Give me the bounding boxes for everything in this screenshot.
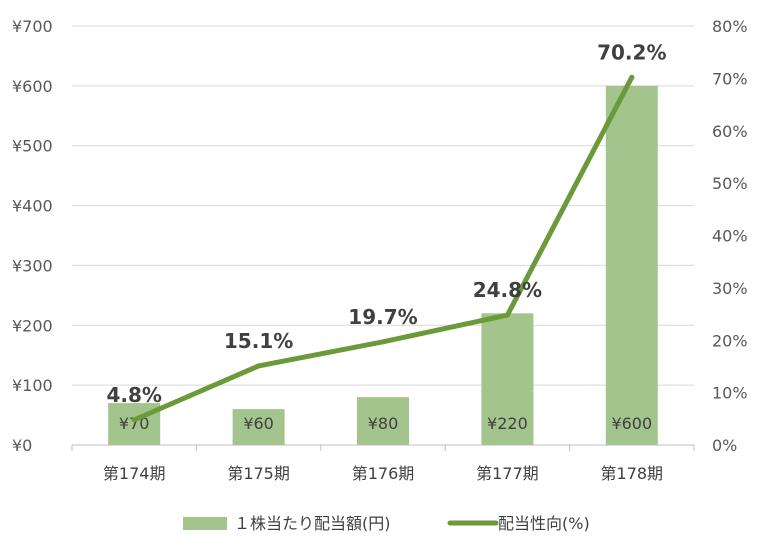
bar [357, 397, 409, 445]
x-category-label: 第176期 [352, 464, 415, 483]
y-left-tick-label: ¥400 [12, 197, 53, 216]
bar-data-label: ¥220 [487, 414, 528, 433]
y-right-tick-label: 70% [712, 69, 748, 88]
legend-label-line: 配当性向(%) [498, 514, 590, 533]
line-data-label: 15.1% [224, 329, 293, 353]
y-left-tick-label: ¥600 [12, 77, 53, 96]
line-data-label: 4.8% [106, 383, 161, 407]
y-right-tick-label: 30% [712, 279, 748, 298]
bar-data-label: ¥60 [243, 414, 274, 433]
y-left-tick-label: ¥100 [12, 376, 53, 395]
line-point [131, 417, 137, 423]
y-left-tick-label: ¥0 [12, 436, 32, 455]
line-point [256, 363, 262, 369]
x-category-label: 第174期 [103, 464, 166, 483]
bar [232, 409, 285, 445]
bar [605, 85, 658, 445]
y-right-tick-label: 80% [712, 17, 748, 36]
line-data-label: 70.2% [597, 40, 666, 64]
y-right-tick-label: 40% [712, 227, 748, 246]
y-left-tick-label: ¥500 [12, 137, 53, 156]
line-point [504, 312, 510, 318]
y-right-tick-label: 20% [712, 331, 748, 350]
x-category-label: 第178期 [601, 464, 664, 483]
line-point [629, 74, 635, 80]
x-category-label: 第175期 [227, 464, 290, 483]
x-category-label: 第177期 [476, 464, 539, 483]
legend-swatch-bars [183, 517, 227, 530]
line-data-label: 24.8% [473, 278, 542, 302]
line-data-label: 19.7% [348, 305, 417, 329]
y-right-tick-label: 10% [712, 384, 748, 403]
bar-data-label: ¥80 [368, 414, 399, 433]
line-series-payout-ratio [131, 74, 635, 423]
y-left-tick-label: ¥200 [12, 316, 53, 335]
bar [481, 313, 534, 445]
y-right-tick-label: 0% [712, 436, 737, 455]
bar-data-label: ¥600 [611, 414, 652, 433]
legend-label-bars: １株当たり配当額(円) [234, 514, 391, 533]
line-point [380, 339, 386, 345]
y-left-tick-label: ¥700 [12, 17, 53, 36]
y-left-tick-label: ¥300 [12, 256, 53, 275]
y-right-tick-label: 50% [712, 174, 748, 193]
y-right-tick-label: 60% [712, 122, 748, 141]
